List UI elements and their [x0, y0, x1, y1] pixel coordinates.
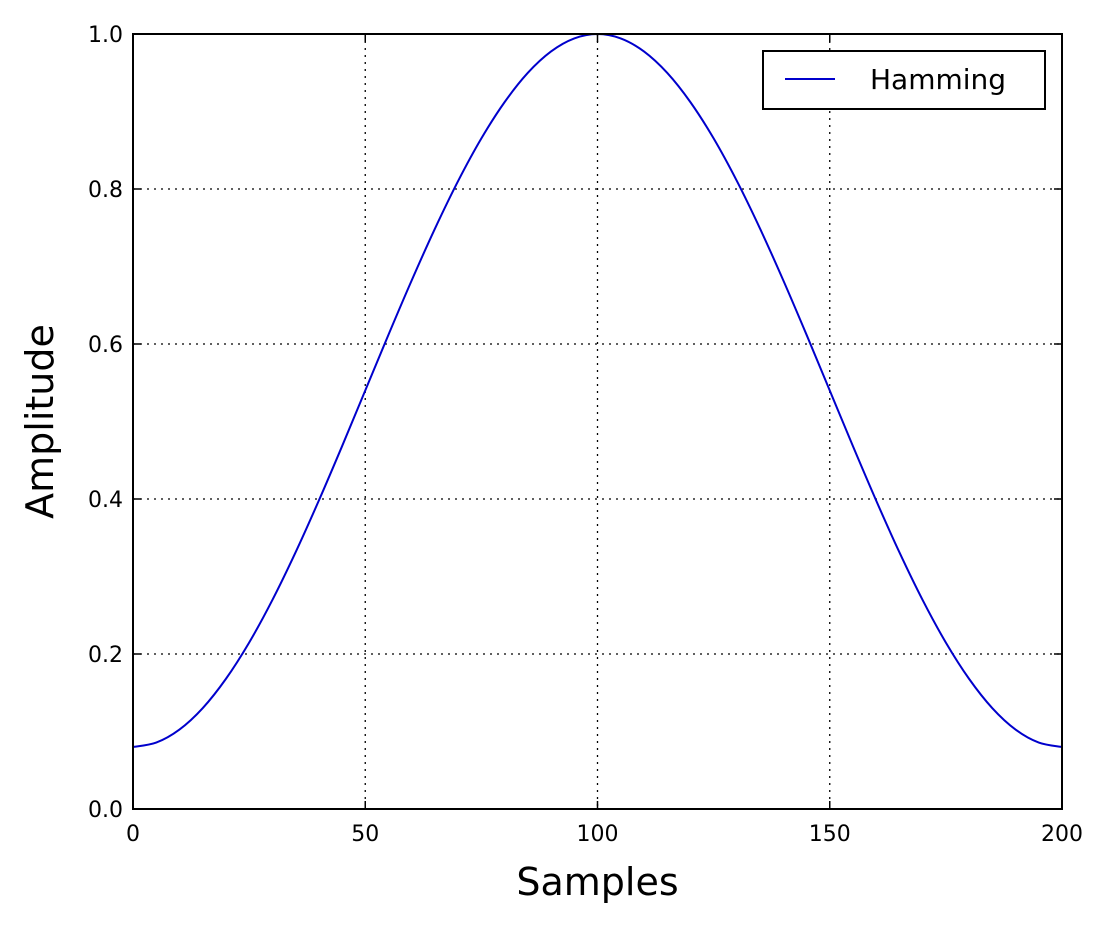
y-tick-label: 0.2: [88, 643, 123, 668]
x-tick-label: 50: [351, 822, 379, 847]
x-tick-label: 100: [577, 822, 619, 847]
y-tick-label: 0.8: [88, 178, 123, 203]
y-axis-label: Amplitude: [18, 324, 62, 519]
x-axis-label: Samples: [516, 860, 678, 904]
x-tick-label: 200: [1041, 822, 1083, 847]
y-tick-label: 1.0: [88, 23, 123, 48]
y-tick-label: 0.0: [88, 798, 123, 823]
x-tick-label: 150: [809, 822, 851, 847]
legend: Hamming: [762, 50, 1046, 110]
x-tick-label: 0: [126, 822, 140, 847]
grid: [132, 33, 1063, 810]
y-tick-label: 0.4: [88, 488, 123, 513]
y-tick-label: 0.6: [88, 333, 123, 358]
legend-label: Hamming: [870, 63, 1006, 96]
ticks: 0 50 100 150 200 0.0 0.2 0.4 0.6 0.8 1.0: [88, 23, 1083, 847]
